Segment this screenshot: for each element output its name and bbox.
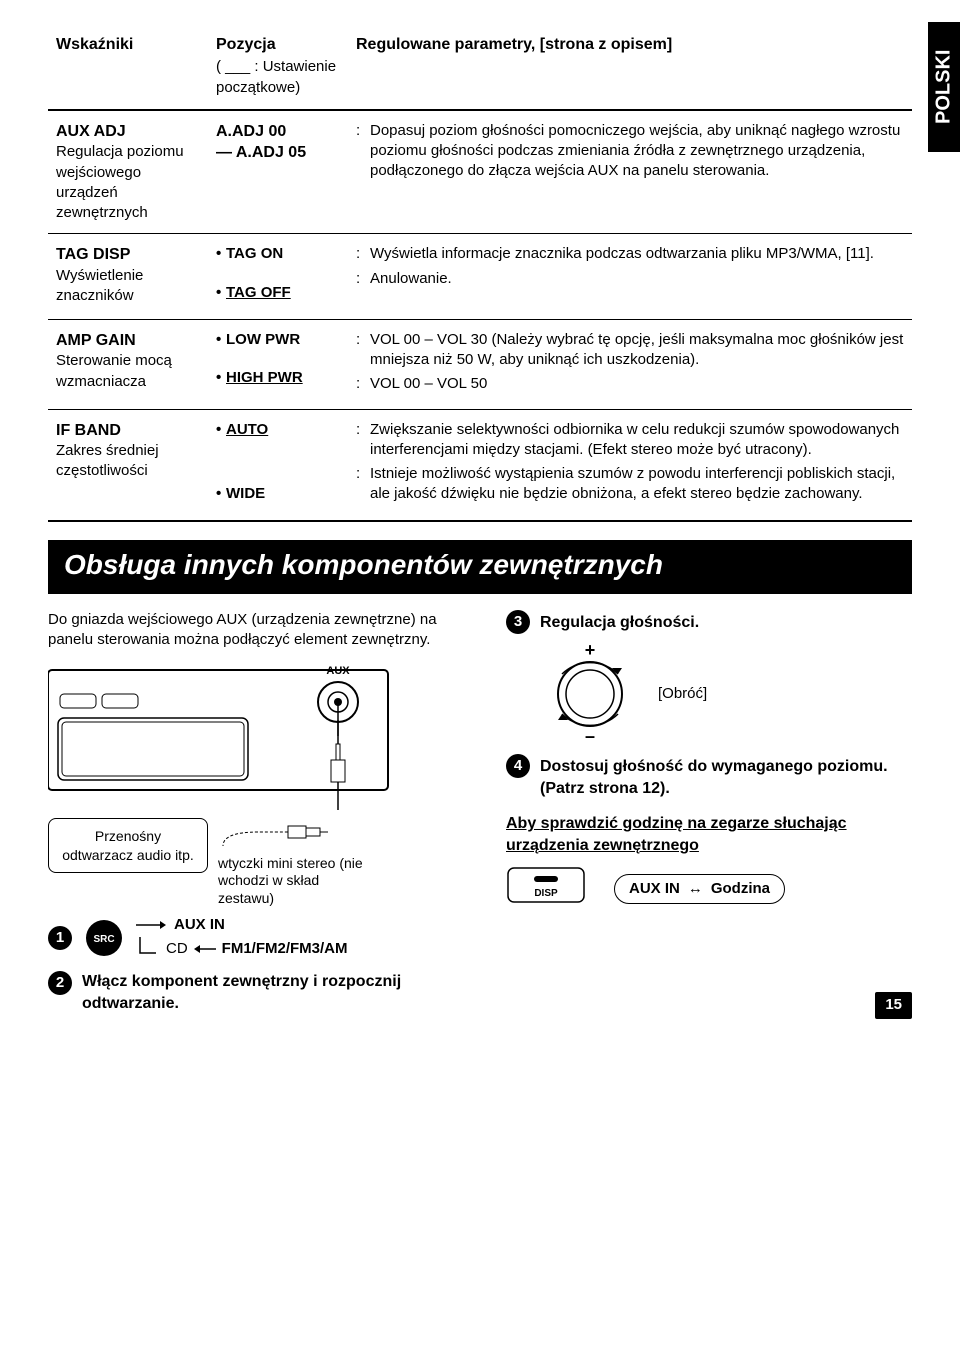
option: •TAG ON <box>216 244 340 264</box>
row-position: A.ADJ 00 — A.ADJ 05 <box>216 121 340 164</box>
arrow-right-icon <box>136 918 166 932</box>
svg-text:SRC: SRC <box>93 934 114 945</box>
row-param: :Istnieje możliwość wystąpienia szumów z… <box>356 464 904 505</box>
knob-hint: [Obróć] <box>658 684 707 704</box>
fm-label: FM1/FM2/FM3/AM <box>222 939 348 959</box>
th-position: Pozycja <box>216 36 276 53</box>
row-desc: Regulacja poziomu wejściowego urządzeń z… <box>56 142 200 223</box>
row-label: IF BAND <box>56 420 200 442</box>
step-3-text: Regulacja głośności. <box>540 610 912 634</box>
table-row: TAG DISP Wyświetlenie znaczników •TAG ON… <box>48 234 912 320</box>
option: •LOW PWR <box>216 330 340 350</box>
step-4-text: Dostosuj głośność do wymaganego poziomu.… <box>540 754 912 799</box>
row-param: : Dopasuj poziom głośności pomocniczego … <box>356 121 904 182</box>
cd-label: CD <box>166 939 188 959</box>
table-row: IF BAND Zakres średniej częstotliwości •… <box>48 409 912 521</box>
row-desc: Wyświetlenie znaczników <box>56 266 200 307</box>
row-desc: Sterowanie mocą wzmacniacza <box>56 351 200 392</box>
mini-plug-note: wtyczki mini stereo (nie wchodzi w skład… <box>218 855 368 908</box>
mini-plug-icon <box>218 818 328 848</box>
portable-player-box: Przenośny odtwarzacz audio itp. <box>48 818 208 872</box>
section-banner: Obsługa innych komponentów zewnętrznych <box>48 540 912 594</box>
step-number-2: 2 <box>48 971 72 995</box>
disp-button-icon: DISP <box>506 866 586 912</box>
row-param: :Anulowanie. <box>356 269 904 289</box>
device-illustration: AUX <box>48 660 438 810</box>
step-2-text: Włącz komponent zewnętrzny i rozpocznij … <box>82 971 478 1014</box>
th-params: Regulowane parametry, [strona z opisem] <box>356 36 672 53</box>
double-arrow-icon: ↔ <box>688 879 703 899</box>
clock-subhead: Aby sprawdzić godzinę na zegarze słuchaj… <box>506 813 912 856</box>
volume-knob-icon: + – <box>540 644 640 744</box>
arrow-left-icon <box>194 944 216 954</box>
step-number-3: 3 <box>506 610 530 634</box>
svg-text:–: – <box>585 726 595 744</box>
svg-text:+: + <box>585 644 596 660</box>
aux-godzina-chip: AUX IN ↔ Godzina <box>614 874 785 904</box>
step-number-1: 1 <box>48 926 72 950</box>
option: •HIGH PWR <box>216 368 340 388</box>
option: •WIDE <box>216 484 340 504</box>
step-number-4: 4 <box>506 754 530 778</box>
table-row: AUX ADJ Regulacja poziomu wejściowego ur… <box>48 110 912 234</box>
row-param: :VOL 00 – VOL 50 <box>356 374 904 394</box>
chip-right: Godzina <box>711 879 770 899</box>
aux-in-label: AUX IN <box>174 915 225 935</box>
svg-text:DISP: DISP <box>534 888 558 899</box>
src-button-icon: SRC <box>84 918 124 958</box>
svg-text:AUX: AUX <box>326 665 350 677</box>
branch-icon <box>136 937 160 961</box>
row-label: TAG DISP <box>56 244 200 266</box>
option: •TAG OFF <box>216 283 340 303</box>
row-param: :Wyświetla informacje znacznika podczas … <box>356 244 904 264</box>
page-number: 15 <box>875 992 912 1018</box>
row-label: AMP GAIN <box>56 330 200 352</box>
settings-table: Wskaźniki Pozycja ( ___ : Ustawienie poc… <box>48 24 912 522</box>
option: •AUTO <box>216 420 340 440</box>
table-row: AMP GAIN Sterowanie mocą wzmacniacza •LO… <box>48 319 912 409</box>
intro-text: Do gniazda wejściowego AUX (urządzenia z… <box>48 610 478 651</box>
th-position-sub: ( ___ : Ustawienie początkowe) <box>216 58 336 97</box>
row-param: :VOL 00 – VOL 30 (Należy wybrać tę opcję… <box>356 330 904 371</box>
row-param: :Zwiększanie selektywności odbiornika w … <box>356 420 904 461</box>
row-desc: Zakres średniej częstotliwości <box>56 441 200 482</box>
chip-left: AUX IN <box>629 879 680 899</box>
th-indicators: Wskaźniki <box>56 36 133 53</box>
row-label: AUX ADJ <box>56 121 200 143</box>
